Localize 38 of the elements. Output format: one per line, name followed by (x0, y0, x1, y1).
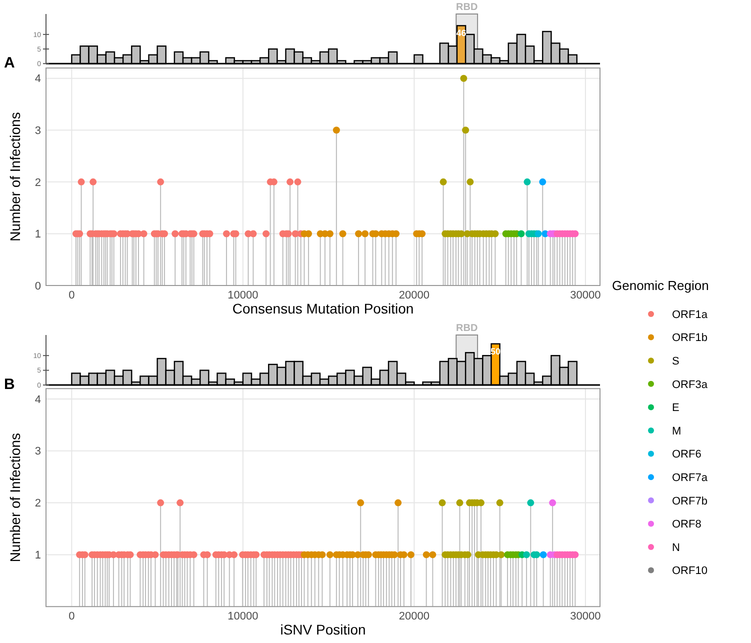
band-label: RBD (456, 323, 478, 334)
legend-label: M (672, 425, 682, 438)
legend-label: S (672, 355, 680, 368)
band-label: RBD (456, 2, 478, 13)
x-tick-label: 10000 (228, 610, 258, 623)
y-axis-title: Number of Infections (7, 433, 23, 562)
y-axis-title: Number of Infections (7, 112, 23, 242)
x-tick-label: 30000 (570, 290, 601, 302)
legend-label: ORF10 (672, 565, 708, 578)
legend-label: E (672, 402, 680, 414)
x-tick-label: 30000 (570, 610, 601, 623)
y-tick-label: 4 (34, 394, 41, 406)
legend-label: ORF1a (672, 308, 708, 321)
legend-label: ORF3a (672, 378, 708, 391)
x-axis-title: iSNV Position (280, 622, 366, 638)
y-tick-label: 1 (34, 228, 41, 241)
legend-label: ORF7b (672, 495, 708, 508)
legend-title: Genomic Region (612, 278, 709, 293)
x-tick-label: 20000 (398, 610, 430, 623)
legend-label: N (672, 542, 680, 554)
y-tick-label: 4 (34, 73, 41, 86)
x-tick-label: 10000 (228, 290, 258, 302)
y-tick-label: 3 (34, 446, 41, 458)
legend-label: ORF8 (672, 518, 702, 531)
y-tick-label: 2 (34, 498, 41, 510)
text: B (4, 376, 15, 393)
legend-label: ORF7a (672, 472, 708, 484)
y-tick-label: 1 (34, 550, 41, 562)
x-axis-title: Consensus Mutation Position (232, 300, 414, 316)
y-tick-label: 2 (34, 176, 41, 189)
x-tick-label: 0 (68, 610, 75, 623)
legend-label: ORF6 (672, 448, 702, 461)
legend-label: ORF1b (672, 332, 708, 344)
text: A (4, 54, 15, 72)
y-tick-label: 0 (34, 280, 41, 292)
y-tick-label: 3 (34, 124, 41, 137)
x-tick-label: 20000 (398, 290, 430, 302)
x-tick-label: 0 (68, 290, 75, 302)
